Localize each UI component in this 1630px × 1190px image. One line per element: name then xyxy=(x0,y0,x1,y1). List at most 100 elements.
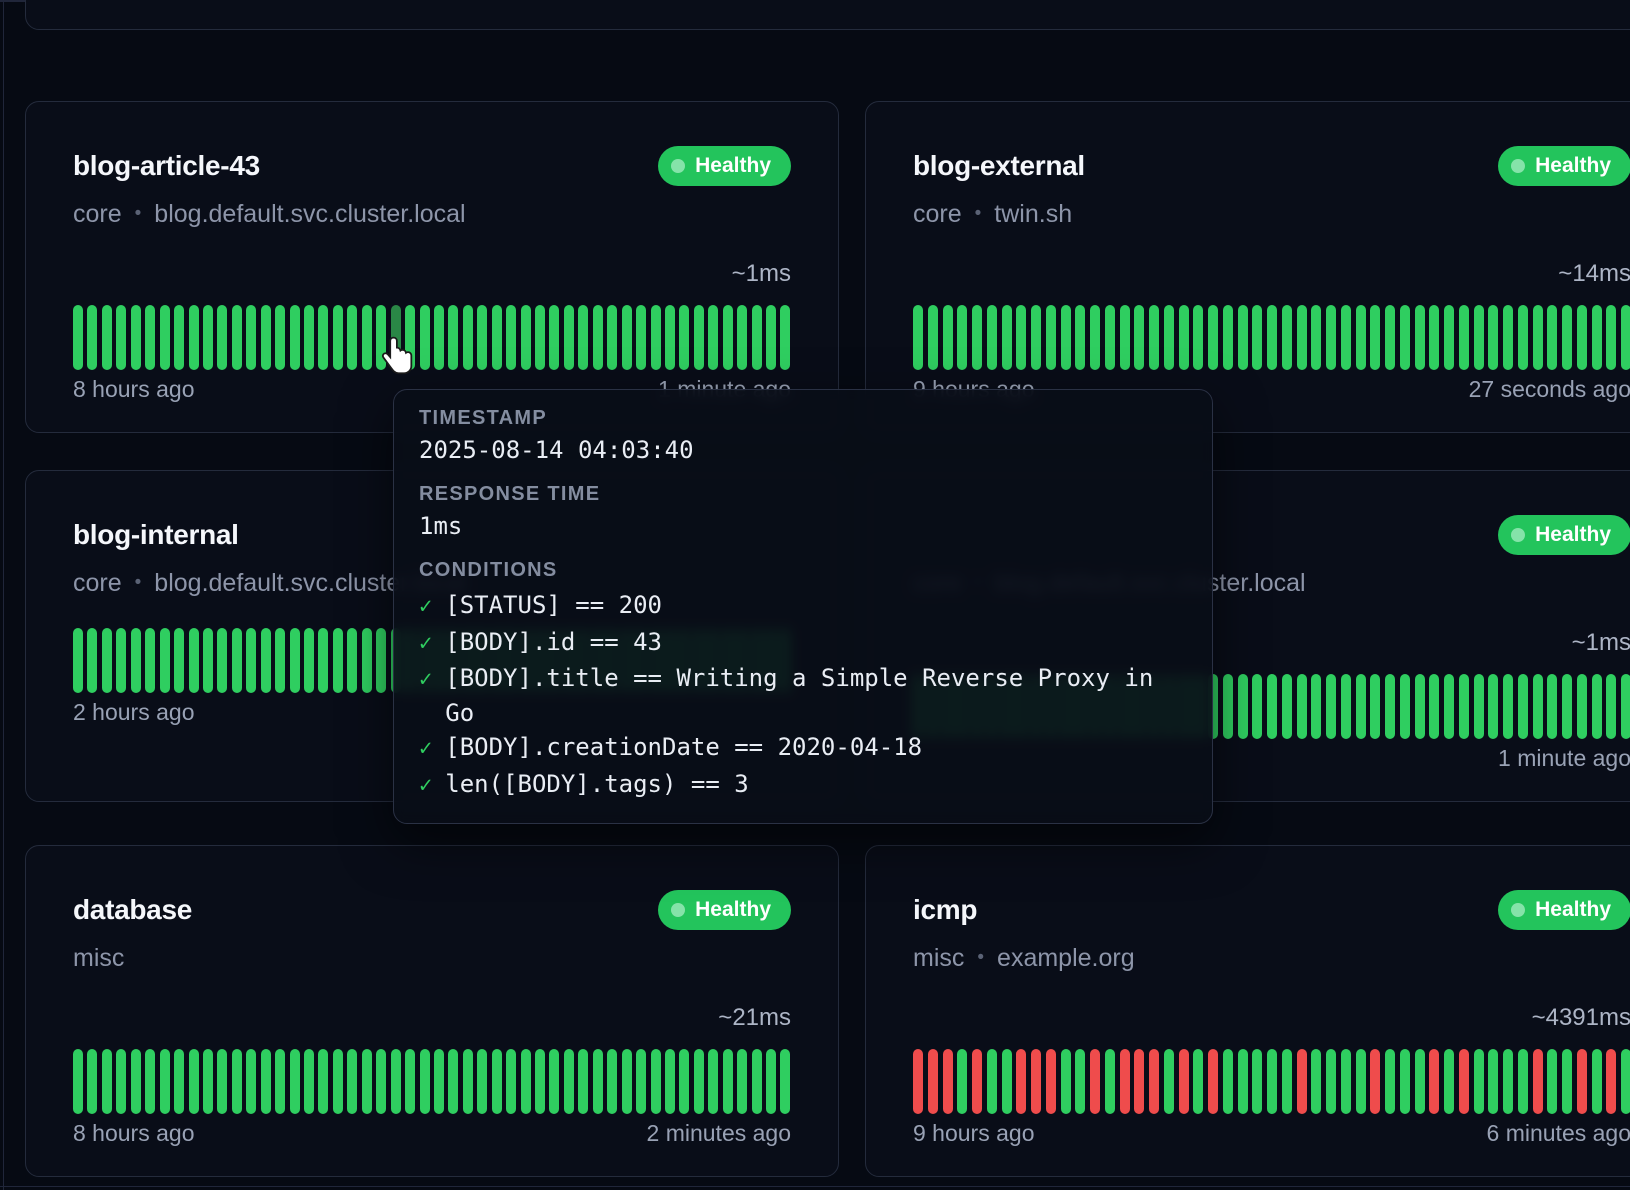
status-bar[interactable] xyxy=(1208,305,1218,370)
status-bar[interactable] xyxy=(593,1049,603,1114)
status-bar[interactable] xyxy=(578,1049,588,1114)
status-bar[interactable] xyxy=(737,1049,747,1114)
status-bar[interactable] xyxy=(1061,305,1071,370)
status-bar[interactable] xyxy=(622,305,632,370)
status-bar[interactable] xyxy=(131,628,141,693)
status-bar[interactable] xyxy=(1606,674,1616,739)
status-bar[interactable] xyxy=(1429,674,1439,739)
status-bar[interactable] xyxy=(1444,1049,1454,1114)
status-bar[interactable] xyxy=(1090,305,1100,370)
status-bar[interactable] xyxy=(203,628,213,693)
status-bar[interactable] xyxy=(73,305,83,370)
status-bar[interactable] xyxy=(1356,674,1366,739)
status-bar[interactable] xyxy=(1090,1049,1100,1114)
status-bar[interactable] xyxy=(217,628,227,693)
status-bar[interactable] xyxy=(506,305,516,370)
status-bar[interactable] xyxy=(549,1049,559,1114)
status-bar[interactable] xyxy=(1193,1049,1203,1114)
status-bar[interactable] xyxy=(972,305,982,370)
status-bar[interactable] xyxy=(145,628,155,693)
status-bar[interactable] xyxy=(347,1049,357,1114)
status-bar[interactable] xyxy=(1518,1049,1528,1114)
status-bar[interactable] xyxy=(1385,674,1395,739)
status-bar[interactable] xyxy=(564,1049,574,1114)
status-bar[interactable] xyxy=(679,1049,689,1114)
status-bar[interactable] xyxy=(1503,674,1513,739)
status-bar[interactable] xyxy=(246,628,256,693)
status-bar[interactable] xyxy=(1075,305,1085,370)
status-bar[interactable] xyxy=(246,305,256,370)
status-bar[interactable] xyxy=(477,1049,487,1114)
status-bar[interactable] xyxy=(1621,305,1630,370)
status-bar[interactable] xyxy=(1223,1049,1233,1114)
status-bar[interactable] xyxy=(1238,674,1248,739)
status-bar[interactable] xyxy=(1297,674,1307,739)
status-bar[interactable] xyxy=(1577,1049,1587,1114)
status-bar[interactable] xyxy=(1252,305,1262,370)
status-bar[interactable] xyxy=(1562,305,1572,370)
status-bar[interactable] xyxy=(1120,1049,1130,1114)
status-bar[interactable] xyxy=(1488,1049,1498,1114)
status-bar[interactable] xyxy=(1341,1049,1351,1114)
status-bar[interactable] xyxy=(232,305,242,370)
status-bar[interactable] xyxy=(1193,305,1203,370)
status-bar[interactable] xyxy=(1592,1049,1602,1114)
status-bar[interactable] xyxy=(87,305,97,370)
status-bar[interactable] xyxy=(1311,1049,1321,1114)
status-bar[interactable] xyxy=(1326,1049,1336,1114)
status-bar[interactable] xyxy=(593,305,603,370)
status-bar[interactable] xyxy=(1606,305,1616,370)
status-bar[interactable] xyxy=(1415,674,1425,739)
status-bar[interactable] xyxy=(1002,1049,1012,1114)
status-bar[interactable] xyxy=(347,305,357,370)
status-bar[interactable] xyxy=(333,305,343,370)
status-bar[interactable] xyxy=(665,1049,675,1114)
status-bar[interactable] xyxy=(1149,305,1159,370)
status-bar[interactable] xyxy=(391,1049,401,1114)
status-bar[interactable] xyxy=(1297,305,1307,370)
status-bar[interactable] xyxy=(290,1049,300,1114)
status-bar[interactable] xyxy=(1223,305,1233,370)
status-bar[interactable] xyxy=(1547,1049,1557,1114)
status-bar[interactable] xyxy=(275,1049,285,1114)
status-bar[interactable] xyxy=(766,305,776,370)
status-bar[interactable] xyxy=(1179,305,1189,370)
status-bar[interactable] xyxy=(1105,305,1115,370)
status-bar[interactable] xyxy=(405,1049,415,1114)
status-bar[interactable] xyxy=(477,305,487,370)
status-bar[interactable] xyxy=(521,1049,531,1114)
status-bar[interactable] xyxy=(376,628,386,693)
status-bar[interactable] xyxy=(1046,1049,1056,1114)
uptime-history-bars[interactable] xyxy=(913,1049,1630,1114)
status-bar[interactable] xyxy=(1444,305,1454,370)
status-bar[interactable] xyxy=(1356,305,1366,370)
status-bar[interactable] xyxy=(73,628,83,693)
status-bar[interactable] xyxy=(1164,1049,1174,1114)
status-bar[interactable] xyxy=(102,305,112,370)
status-bar[interactable] xyxy=(1282,305,1292,370)
status-bar[interactable] xyxy=(275,305,285,370)
status-bar[interactable] xyxy=(535,305,545,370)
status-bar[interactable] xyxy=(521,305,531,370)
status-bar[interactable] xyxy=(651,305,661,370)
status-bar[interactable] xyxy=(116,628,126,693)
status-bar[interactable] xyxy=(535,1049,545,1114)
status-bar[interactable] xyxy=(1577,305,1587,370)
status-bar[interactable] xyxy=(1016,305,1026,370)
status-bar[interactable] xyxy=(1164,305,1174,370)
status-bar[interactable] xyxy=(723,1049,733,1114)
status-bar[interactable] xyxy=(1031,305,1041,370)
status-bar[interactable] xyxy=(928,305,938,370)
status-bar[interactable] xyxy=(1356,1049,1366,1114)
status-bar[interactable] xyxy=(1370,305,1380,370)
status-bar[interactable] xyxy=(1326,674,1336,739)
uptime-history-bars[interactable] xyxy=(913,305,1630,370)
status-bar[interactable] xyxy=(1474,305,1484,370)
status-bar[interactable] xyxy=(189,305,199,370)
status-bar[interactable] xyxy=(780,1049,790,1114)
status-bar[interactable] xyxy=(723,305,733,370)
status-bar[interactable] xyxy=(1311,674,1321,739)
status-bar[interactable] xyxy=(203,1049,213,1114)
status-bar[interactable] xyxy=(1400,305,1410,370)
status-bar[interactable] xyxy=(1518,674,1528,739)
